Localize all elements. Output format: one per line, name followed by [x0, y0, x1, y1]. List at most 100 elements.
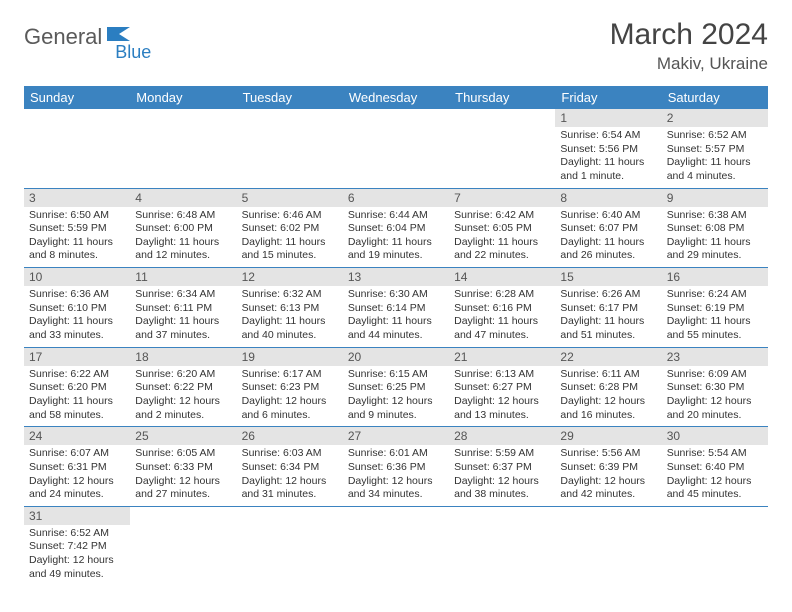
- calendar-cell: [343, 109, 449, 188]
- day-number: 8: [555, 189, 661, 207]
- calendar-cell: [24, 109, 130, 188]
- calendar-row: 3Sunrise: 6:50 AMSunset: 5:59 PMDaylight…: [24, 188, 768, 268]
- calendar-cell: 28Sunrise: 5:59 AMSunset: 6:37 PMDayligh…: [449, 427, 555, 507]
- day-data: Sunrise: 6:15 AMSunset: 6:25 PMDaylight:…: [343, 366, 449, 427]
- calendar-cell: 13Sunrise: 6:30 AMSunset: 6:14 PMDayligh…: [343, 268, 449, 348]
- day-data: Sunrise: 6:03 AMSunset: 6:34 PMDaylight:…: [237, 445, 343, 506]
- calendar-cell: 20Sunrise: 6:15 AMSunset: 6:25 PMDayligh…: [343, 347, 449, 427]
- calendar-cell: 17Sunrise: 6:22 AMSunset: 6:20 PMDayligh…: [24, 347, 130, 427]
- day-data: Sunrise: 6:07 AMSunset: 6:31 PMDaylight:…: [24, 445, 130, 506]
- calendar-cell: 15Sunrise: 6:26 AMSunset: 6:17 PMDayligh…: [555, 268, 661, 348]
- calendar-cell: 7Sunrise: 6:42 AMSunset: 6:05 PMDaylight…: [449, 188, 555, 268]
- day-data: Sunrise: 6:30 AMSunset: 6:14 PMDaylight:…: [343, 286, 449, 347]
- day-number: 14: [449, 268, 555, 286]
- day-data: Sunrise: 6:01 AMSunset: 6:36 PMDaylight:…: [343, 445, 449, 506]
- header: General Blue March 2024 Makiv, Ukraine: [24, 18, 768, 74]
- day-number: 10: [24, 268, 130, 286]
- day-number: 31: [24, 507, 130, 525]
- calendar-cell: 2Sunrise: 6:52 AMSunset: 5:57 PMDaylight…: [662, 109, 768, 188]
- day-number: 2: [662, 109, 768, 127]
- day-data: Sunrise: 6:05 AMSunset: 6:33 PMDaylight:…: [130, 445, 236, 506]
- day-data: Sunrise: 6:40 AMSunset: 6:07 PMDaylight:…: [555, 207, 661, 268]
- day-data: Sunrise: 6:13 AMSunset: 6:27 PMDaylight:…: [449, 366, 555, 427]
- day-data: Sunrise: 6:54 AMSunset: 5:56 PMDaylight:…: [555, 127, 661, 188]
- day-number: 18: [130, 348, 236, 366]
- calendar-cell: 31Sunrise: 6:52 AMSunset: 7:42 PMDayligh…: [24, 506, 130, 585]
- day-data: Sunrise: 6:22 AMSunset: 6:20 PMDaylight:…: [24, 366, 130, 427]
- calendar-cell: 8Sunrise: 6:40 AMSunset: 6:07 PMDaylight…: [555, 188, 661, 268]
- calendar-cell: 3Sunrise: 6:50 AMSunset: 5:59 PMDaylight…: [24, 188, 130, 268]
- day-number: 9: [662, 189, 768, 207]
- day-number: 30: [662, 427, 768, 445]
- day-data: Sunrise: 6:46 AMSunset: 6:02 PMDaylight:…: [237, 207, 343, 268]
- day-data: Sunrise: 6:32 AMSunset: 6:13 PMDaylight:…: [237, 286, 343, 347]
- calendar-cell: 22Sunrise: 6:11 AMSunset: 6:28 PMDayligh…: [555, 347, 661, 427]
- day-number: 21: [449, 348, 555, 366]
- day-data: Sunrise: 6:52 AMSunset: 7:42 PMDaylight:…: [24, 525, 130, 586]
- day-data: Sunrise: 6:24 AMSunset: 6:19 PMDaylight:…: [662, 286, 768, 347]
- title-block: March 2024 Makiv, Ukraine: [610, 18, 768, 74]
- day-data: Sunrise: 5:56 AMSunset: 6:39 PMDaylight:…: [555, 445, 661, 506]
- day-number: 29: [555, 427, 661, 445]
- day-header: Sunday: [24, 86, 130, 109]
- calendar-cell: 11Sunrise: 6:34 AMSunset: 6:11 PMDayligh…: [130, 268, 236, 348]
- day-data: Sunrise: 6:38 AMSunset: 6:08 PMDaylight:…: [662, 207, 768, 268]
- day-header: Tuesday: [237, 86, 343, 109]
- day-number: 24: [24, 427, 130, 445]
- calendar-cell: [555, 506, 661, 585]
- day-data: Sunrise: 6:26 AMSunset: 6:17 PMDaylight:…: [555, 286, 661, 347]
- calendar-cell: 4Sunrise: 6:48 AMSunset: 6:00 PMDaylight…: [130, 188, 236, 268]
- calendar-cell: 26Sunrise: 6:03 AMSunset: 6:34 PMDayligh…: [237, 427, 343, 507]
- calendar-cell: 5Sunrise: 6:46 AMSunset: 6:02 PMDaylight…: [237, 188, 343, 268]
- day-header: Wednesday: [343, 86, 449, 109]
- day-number: 3: [24, 189, 130, 207]
- calendar-cell: [343, 506, 449, 585]
- calendar-cell: 9Sunrise: 6:38 AMSunset: 6:08 PMDaylight…: [662, 188, 768, 268]
- day-data: Sunrise: 6:20 AMSunset: 6:22 PMDaylight:…: [130, 366, 236, 427]
- location: Makiv, Ukraine: [610, 54, 768, 74]
- calendar-row: 24Sunrise: 6:07 AMSunset: 6:31 PMDayligh…: [24, 427, 768, 507]
- day-data: Sunrise: 6:17 AMSunset: 6:23 PMDaylight:…: [237, 366, 343, 427]
- calendar-cell: 12Sunrise: 6:32 AMSunset: 6:13 PMDayligh…: [237, 268, 343, 348]
- day-data: Sunrise: 5:54 AMSunset: 6:40 PMDaylight:…: [662, 445, 768, 506]
- day-data: Sunrise: 6:34 AMSunset: 6:11 PMDaylight:…: [130, 286, 236, 347]
- day-number: 28: [449, 427, 555, 445]
- calendar-cell: [237, 506, 343, 585]
- day-header: Thursday: [449, 86, 555, 109]
- calendar-cell: [449, 109, 555, 188]
- day-data: Sunrise: 6:09 AMSunset: 6:30 PMDaylight:…: [662, 366, 768, 427]
- day-data: Sunrise: 6:28 AMSunset: 6:16 PMDaylight:…: [449, 286, 555, 347]
- calendar-cell: [130, 506, 236, 585]
- calendar-cell: 24Sunrise: 6:07 AMSunset: 6:31 PMDayligh…: [24, 427, 130, 507]
- day-data: Sunrise: 6:48 AMSunset: 6:00 PMDaylight:…: [130, 207, 236, 268]
- day-number: 5: [237, 189, 343, 207]
- calendar-cell: [662, 506, 768, 585]
- calendar-cell: 16Sunrise: 6:24 AMSunset: 6:19 PMDayligh…: [662, 268, 768, 348]
- day-data: Sunrise: 6:11 AMSunset: 6:28 PMDaylight:…: [555, 366, 661, 427]
- day-number: 25: [130, 427, 236, 445]
- logo-text-general: General: [24, 24, 102, 50]
- day-number: 23: [662, 348, 768, 366]
- day-header-row: SundayMondayTuesdayWednesdayThursdayFrid…: [24, 86, 768, 109]
- day-number: 11: [130, 268, 236, 286]
- day-number: 27: [343, 427, 449, 445]
- day-number: 1: [555, 109, 661, 127]
- day-number: 7: [449, 189, 555, 207]
- calendar-cell: [130, 109, 236, 188]
- day-number: 15: [555, 268, 661, 286]
- calendar-cell: [237, 109, 343, 188]
- day-data: Sunrise: 6:52 AMSunset: 5:57 PMDaylight:…: [662, 127, 768, 188]
- calendar-cell: [449, 506, 555, 585]
- calendar-cell: 10Sunrise: 6:36 AMSunset: 6:10 PMDayligh…: [24, 268, 130, 348]
- day-number: 13: [343, 268, 449, 286]
- day-number: 16: [662, 268, 768, 286]
- day-header: Saturday: [662, 86, 768, 109]
- day-number: 4: [130, 189, 236, 207]
- day-number: 20: [343, 348, 449, 366]
- day-number: 12: [237, 268, 343, 286]
- day-number: 19: [237, 348, 343, 366]
- calendar-cell: 25Sunrise: 6:05 AMSunset: 6:33 PMDayligh…: [130, 427, 236, 507]
- day-header: Monday: [130, 86, 236, 109]
- day-data: Sunrise: 6:50 AMSunset: 5:59 PMDaylight:…: [24, 207, 130, 268]
- day-data: Sunrise: 6:36 AMSunset: 6:10 PMDaylight:…: [24, 286, 130, 347]
